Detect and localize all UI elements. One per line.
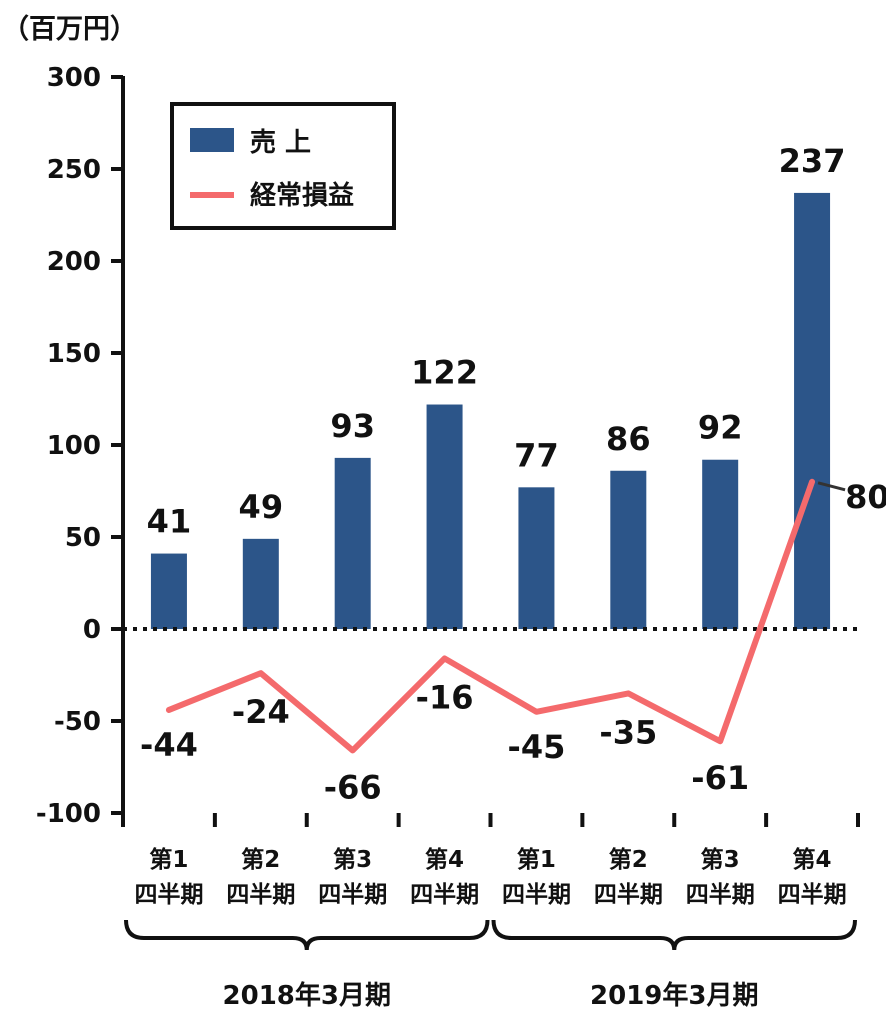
x-category-sublabel: 四半期 — [226, 882, 295, 908]
line-series — [165, 478, 816, 754]
y-tick-label: 200 — [47, 247, 101, 277]
y-tick-label: 300 — [47, 63, 101, 93]
line-value-leader — [817, 481, 846, 492]
bar-value-label-8: 237 — [779, 142, 846, 180]
x-category-label: 第4 — [793, 846, 832, 873]
line-value-label-3: -66 — [324, 768, 382, 806]
bar-1 — [150, 553, 187, 629]
bar-series — [150, 192, 831, 630]
x-category-label: 第1 — [149, 846, 188, 873]
bar-value-label-6: 86 — [606, 420, 651, 458]
x-axis: 第1 四半期 第2 四半期 第3 四半期 第4 四半期 第1 四半期 第2 四半期 第3 四半期 第4 四半期 — [121, 813, 860, 908]
bar-4 — [426, 404, 463, 629]
bar-8 — [794, 192, 831, 630]
bar-7 — [702, 459, 739, 629]
y-tick-label: 150 — [47, 339, 101, 369]
period-label-1: 2018年3月期 — [223, 980, 391, 1011]
bar-value-label-7: 92 — [698, 409, 743, 447]
legend-label-ordinary-profit: 経常損益 — [250, 180, 354, 211]
bar-value-label-1: 41 — [147, 503, 192, 541]
x-category-label: 第2 — [609, 846, 648, 873]
x-category-sublabel: 四半期 — [502, 882, 571, 908]
legend-swatch-sales — [190, 128, 234, 152]
bar-value-labels: 41 49 93 122 77 86 92 237 — [147, 142, 846, 541]
x-category-label: 第4 — [425, 846, 464, 873]
x-category-sublabel: 四半期 — [686, 882, 755, 908]
bar-value-label-2: 49 — [239, 488, 284, 526]
x-category-sublabel: 四半期 — [778, 882, 847, 908]
bar-2 — [242, 538, 279, 629]
x-category-sublabel: 四半期 — [594, 882, 663, 908]
unit-label: （百万円） — [2, 14, 137, 45]
y-tick-label: -100 — [36, 799, 101, 829]
bar-value-label-5: 77 — [514, 436, 559, 474]
period-bracket — [491, 919, 857, 951]
line-value-label-2: -24 — [232, 693, 290, 731]
y-tick-label: 100 — [47, 431, 101, 461]
line-value-label-4: -16 — [416, 678, 474, 716]
y-tick-label: 50 — [65, 523, 101, 553]
bar-value-label-3: 93 — [330, 407, 375, 445]
line-value-label-1: -44 — [140, 726, 198, 764]
line-value-labels: -44 -24 -66 -16 -45 -35 -61 80 — [140, 478, 886, 807]
legend-label-sales: 売 上 — [250, 128, 311, 158]
x-category-label: 第1 — [517, 846, 556, 873]
period-groups: 2018年3月期 2019年3月期 — [124, 919, 857, 1011]
y-tick-label: 250 — [47, 155, 101, 185]
bar-6 — [610, 470, 647, 629]
line-value-label-5: -45 — [508, 728, 566, 766]
x-category-label: 第2 — [241, 846, 280, 873]
line-value-label-8: 80 — [845, 478, 886, 516]
ordinary-profit-line — [165, 478, 816, 754]
period-label-2: 2019年3月期 — [590, 980, 758, 1011]
x-category-label: 第3 — [701, 846, 740, 873]
x-category-sublabel: 四半期 — [410, 882, 479, 908]
y-tick-label: -50 — [54, 707, 101, 737]
bar-value-label-4: 122 — [411, 354, 478, 392]
line-value-label-7: -61 — [691, 759, 749, 797]
x-category-label: 第3 — [333, 846, 372, 873]
line-value-label-6: -35 — [599, 713, 657, 751]
y-axis: 300 250 200 150 100 50 0 -50 -100 — [36, 63, 125, 829]
bar-3 — [334, 457, 371, 629]
period-bracket — [124, 919, 490, 951]
legend-box — [170, 102, 396, 230]
bar-5 — [518, 487, 555, 629]
y-tick-label: 0 — [83, 615, 101, 645]
x-category-sublabel: 四半期 — [134, 882, 203, 908]
x-category-sublabel: 四半期 — [318, 882, 387, 908]
